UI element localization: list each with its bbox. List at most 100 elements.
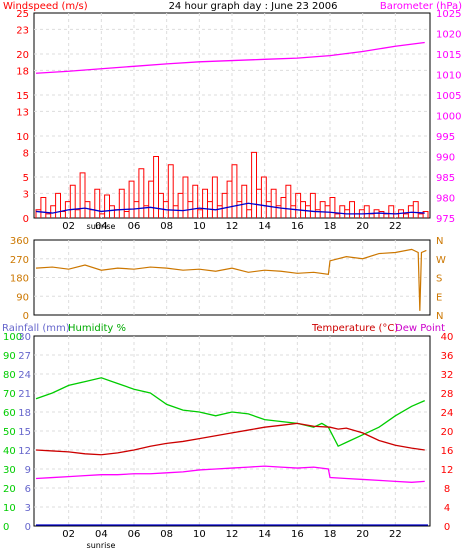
temperature-tick-label: 4 [444, 503, 450, 514]
x-tick-label: 22 [389, 529, 402, 540]
barometer-line [35, 41, 425, 74]
barometer-tick-label: 975 [436, 214, 455, 225]
direction-tick-label: 90 [16, 292, 29, 303]
temperature-tick-label: 12 [441, 465, 454, 476]
x-tick-label: 16 [291, 529, 304, 540]
direction-tick-label: 0 [23, 311, 29, 322]
humidity-axis-title: Humidity % [68, 323, 126, 334]
wind-axis-title: Windspeed (m/s) [3, 1, 88, 12]
x-tick-label: 18 [324, 221, 337, 232]
x-tick-label: 14 [258, 221, 271, 232]
barometer-tick-label: 1015 [436, 50, 461, 61]
rainfall-tick-label: 12 [18, 446, 31, 457]
compass-label: S [436, 274, 442, 285]
compass-label: N [436, 311, 443, 322]
chart-title: 24 hour graph day : June 23 2006 [169, 1, 338, 12]
rainfall-tick-label: 24 [18, 370, 31, 381]
wind-tick-label: 10 [16, 132, 29, 143]
direction-tick-label: 270 [10, 255, 29, 266]
temperature-tick-label: 0 [444, 522, 450, 533]
humidity-tick-label: 40 [3, 446, 16, 457]
sunrise-label-bottom: sunrise [87, 541, 116, 550]
x-tick-label: 10 [193, 221, 206, 232]
rainfall-tick-label: 15 [18, 427, 31, 438]
wind-tick-label: 3 [23, 189, 29, 200]
x-tick-label: 18 [324, 529, 337, 540]
humidity-tick-label: 90 [3, 351, 16, 362]
x-tick-label: 12 [226, 221, 239, 232]
rainfall-tick-label: 9 [25, 465, 31, 476]
x-tick-label: 16 [291, 221, 304, 232]
dew-point-line [35, 465, 425, 483]
temperature-tick-label: 24 [441, 408, 454, 419]
wind-tick-label: 23 [16, 25, 29, 36]
rainfall-tick-label: 0 [25, 522, 31, 533]
wind-tick-label: 18 [16, 66, 29, 77]
series-layer [35, 41, 429, 526]
x-tick-label: 22 [389, 221, 402, 232]
x-tick-label: 10 [193, 529, 206, 540]
temperature-tick-label: 16 [441, 446, 454, 457]
temperature-line [35, 422, 425, 456]
temperature-tick-label: 28 [441, 389, 454, 400]
temperature-tick-label: 40 [441, 332, 454, 343]
barometer-tick-label: 1010 [436, 71, 461, 82]
x-tick-label: 06 [128, 221, 141, 232]
barometer-tick-label: 1020 [436, 30, 461, 41]
wind-tick-label: 0 [23, 214, 29, 225]
x-tick-label: 04 [95, 221, 108, 232]
compass-label: N [436, 236, 443, 247]
compass-label: W [436, 255, 446, 266]
humidity-tick-label: 30 [3, 465, 16, 476]
x-tick-label: 04 [95, 529, 108, 540]
wind-tick-label: 5 [23, 173, 29, 184]
wind-tick-label: 15 [16, 91, 29, 102]
wind-speed-line [35, 151, 429, 218]
wind-tick-label: 13 [16, 107, 29, 118]
rainfall-tick-label: 3 [25, 503, 31, 514]
direction-tick-label: 360 [10, 236, 29, 247]
humidity-tick-label: 50 [3, 427, 16, 438]
temperature-tick-label: 32 [441, 370, 454, 381]
humidity-tick-label: 70 [3, 389, 16, 400]
dewpoint-axis-title: Dew Point [395, 323, 445, 334]
humidity-tick-label: 60 [3, 408, 16, 419]
humidity-tick-label: 0 [3, 522, 9, 533]
humidity-tick-label: 100 [3, 332, 22, 343]
x-tick-label: 12 [226, 529, 239, 540]
rainfall-tick-label: 18 [18, 408, 31, 419]
wind-tick-label: 20 [16, 50, 29, 61]
x-tick-label: 02 [62, 221, 75, 232]
x-tick-label: 20 [356, 221, 369, 232]
humidity-tick-label: 10 [3, 503, 16, 514]
rainfall-tick-label: 27 [18, 351, 31, 362]
wind-direction-line [35, 248, 427, 311]
temperature-tick-label: 8 [444, 484, 450, 495]
rainfall-tick-label: 21 [18, 389, 31, 400]
rainfall-tick-label: 6 [25, 484, 31, 495]
barometer-tick-label: 985 [436, 173, 455, 184]
temperature-axis-title: Temperature (°C) [311, 323, 398, 334]
x-tick-label: 06 [128, 529, 141, 540]
barometer-tick-label: 1000 [436, 112, 461, 123]
barometer-tick-label: 1005 [436, 91, 461, 102]
rainfall-axis-title: Rainfall (mm) [2, 323, 70, 334]
temperature-tick-label: 36 [441, 351, 454, 362]
x-tick-label: 20 [356, 529, 369, 540]
compass-label: E [436, 292, 442, 303]
x-tick-label: 14 [258, 529, 271, 540]
wind-average-line [35, 202, 425, 215]
barometer-tick-label: 980 [436, 194, 455, 205]
x-tick-label: 02 [62, 529, 75, 540]
x-tick-label: 08 [160, 221, 173, 232]
humidity-line [35, 377, 425, 448]
wind-tick-label: 25 [16, 9, 29, 20]
barometer-tick-label: 995 [436, 132, 455, 143]
humidity-tick-label: 20 [3, 484, 16, 495]
wind-tick-label: 8 [23, 148, 29, 159]
barometer-tick-label: 990 [436, 153, 455, 164]
temperature-tick-label: 20 [441, 427, 454, 438]
humidity-tick-label: 80 [3, 370, 16, 381]
